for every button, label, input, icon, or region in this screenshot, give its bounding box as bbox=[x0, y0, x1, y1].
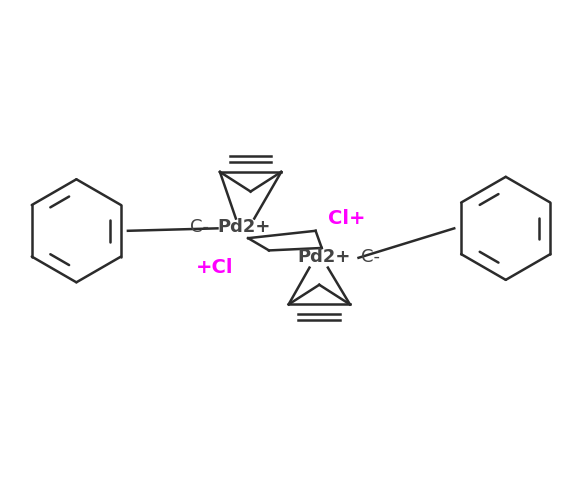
Text: +Cl: +Cl bbox=[195, 258, 233, 277]
Text: Cl+: Cl+ bbox=[328, 209, 365, 228]
Text: Pd2+: Pd2+ bbox=[297, 248, 351, 265]
Text: Pd2+: Pd2+ bbox=[218, 218, 271, 236]
Text: C-: C- bbox=[190, 218, 209, 236]
Text: C-: C- bbox=[361, 248, 380, 265]
